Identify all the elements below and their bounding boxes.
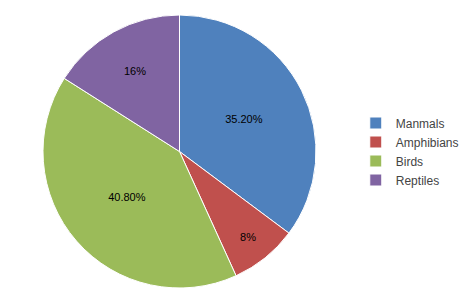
svg-text:Amphibians: Amphibians (396, 136, 459, 150)
svg-text:35.20%: 35.20% (225, 113, 263, 125)
svg-text:8%: 8% (240, 231, 256, 243)
svg-text:Reptiles: Reptiles (396, 174, 439, 188)
svg-text:16%: 16% (124, 65, 146, 77)
svg-text:Manmals: Manmals (396, 117, 445, 131)
svg-text:Birds: Birds (396, 155, 423, 169)
svg-text:40.80%: 40.80% (108, 191, 146, 203)
